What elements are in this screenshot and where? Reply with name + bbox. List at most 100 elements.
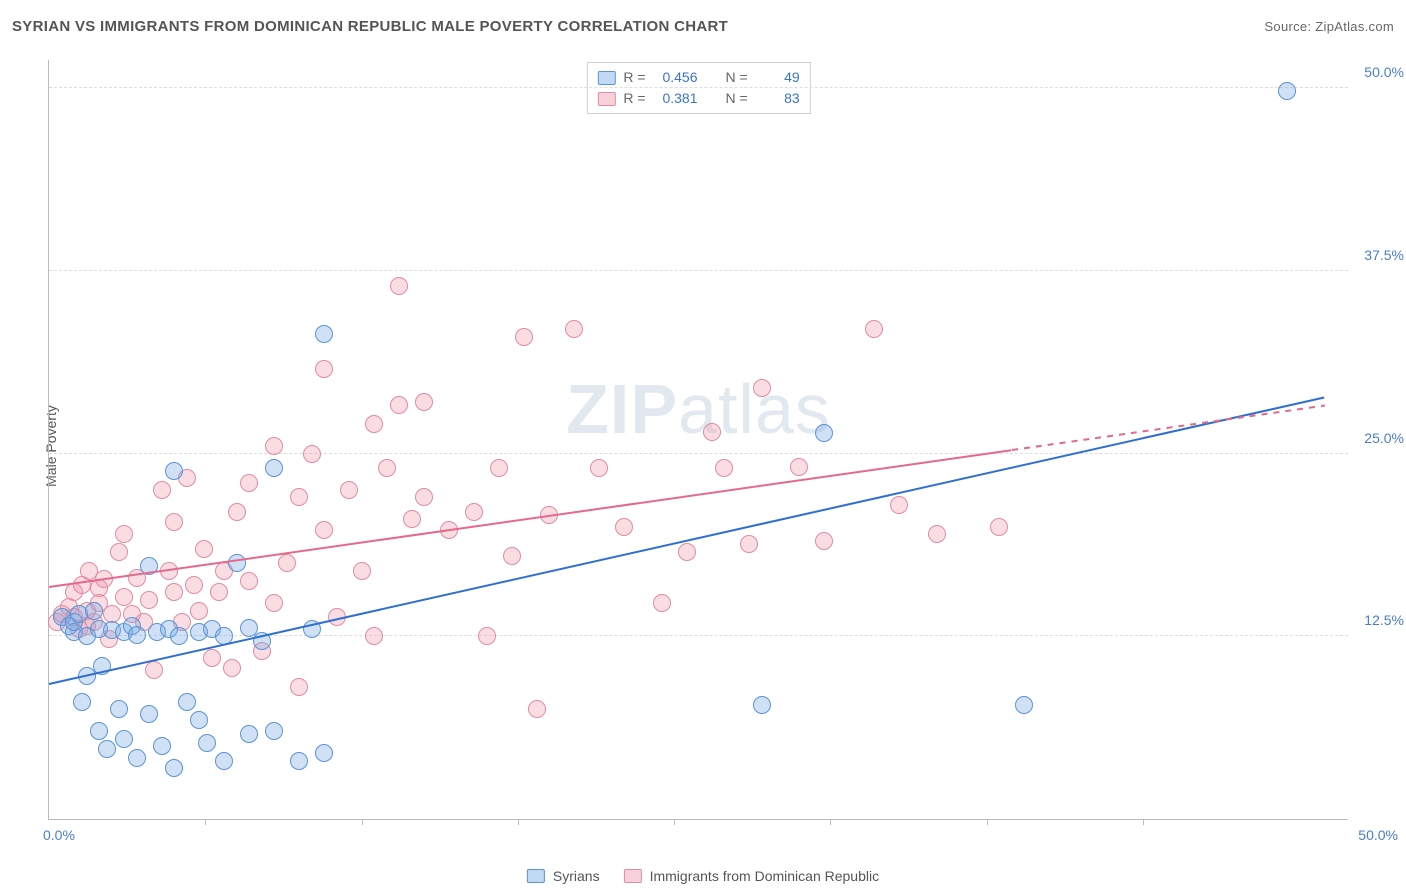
data-point (290, 678, 308, 696)
data-point (790, 458, 808, 476)
data-point (73, 693, 91, 711)
data-point (390, 277, 408, 295)
legend-item: Immigrants from Dominican Republic (624, 868, 880, 884)
data-point (185, 576, 203, 594)
data-point (170, 627, 188, 645)
chart-container: SYRIAN VS IMMIGRANTS FROM DOMINICAN REPU… (0, 0, 1406, 892)
data-point (215, 752, 233, 770)
stat-legend-row: R =0.381N =83 (597, 88, 799, 109)
regression-line (49, 396, 1324, 684)
data-point (128, 626, 146, 644)
x-minor-tick (205, 819, 206, 825)
data-point (565, 320, 583, 338)
data-point (390, 396, 408, 414)
data-point (165, 513, 183, 531)
data-point (265, 722, 283, 740)
data-point (98, 740, 116, 758)
data-point (198, 734, 216, 752)
data-point (315, 325, 333, 343)
data-point (115, 730, 133, 748)
data-point (678, 543, 696, 561)
data-point (240, 474, 258, 492)
data-point (210, 583, 228, 601)
data-point (145, 661, 163, 679)
data-point (815, 532, 833, 550)
data-point (153, 481, 171, 499)
x-minor-tick (674, 819, 675, 825)
stat-legend-row: R =0.456N =49 (597, 67, 799, 88)
data-point (203, 649, 221, 667)
data-point (265, 437, 283, 455)
data-point (178, 693, 196, 711)
data-point (140, 591, 158, 609)
data-point (653, 594, 671, 612)
x-tick-label: 0.0% (43, 827, 75, 843)
data-point (315, 521, 333, 539)
data-point (415, 393, 433, 411)
data-point (195, 540, 213, 558)
data-point (110, 700, 128, 718)
gridline (49, 453, 1348, 454)
data-point (515, 328, 533, 346)
data-point (228, 554, 246, 572)
data-point (740, 535, 758, 553)
legend-swatch (624, 869, 642, 883)
n-value: 83 (756, 88, 800, 109)
r-label: R = (623, 88, 645, 109)
data-point (753, 696, 771, 714)
data-point (340, 481, 358, 499)
data-point (928, 525, 946, 543)
x-minor-tick (987, 819, 988, 825)
data-point (128, 749, 146, 767)
data-point (303, 445, 321, 463)
data-point (223, 659, 241, 677)
y-tick-label: 50.0% (1364, 64, 1404, 80)
data-point (865, 320, 883, 338)
data-point (240, 725, 258, 743)
data-point (240, 572, 258, 590)
data-point (715, 459, 733, 477)
data-point (90, 722, 108, 740)
data-point (1278, 82, 1296, 100)
legend-label: Syrians (553, 868, 600, 884)
data-point (85, 602, 103, 620)
data-point (465, 503, 483, 521)
legend-label: Immigrants from Dominican Republic (650, 868, 880, 884)
data-point (190, 711, 208, 729)
data-point (365, 415, 383, 433)
x-minor-tick (1143, 819, 1144, 825)
data-point (378, 459, 396, 477)
data-point (590, 459, 608, 477)
data-point (890, 496, 908, 514)
data-point (165, 759, 183, 777)
n-label: N = (726, 88, 748, 109)
data-point (615, 518, 633, 536)
data-point (353, 562, 371, 580)
r-label: R = (623, 67, 645, 88)
r-value: 0.456 (654, 67, 698, 88)
data-point (1015, 696, 1033, 714)
data-point (140, 705, 158, 723)
data-point (110, 543, 128, 561)
data-point (190, 602, 208, 620)
data-point (990, 518, 1008, 536)
y-tick-label: 12.5% (1364, 612, 1404, 628)
legend-item: Syrians (527, 868, 600, 884)
legend-swatch (527, 869, 545, 883)
data-point (528, 700, 546, 718)
x-minor-tick (518, 819, 519, 825)
data-point (315, 360, 333, 378)
data-point (815, 424, 833, 442)
data-point (315, 744, 333, 762)
data-point (490, 459, 508, 477)
plot-area: ZIPatlas R =0.456N =49R =0.381N =83 12.5… (48, 60, 1348, 820)
source-label: Source: ZipAtlas.com (1264, 19, 1394, 34)
data-point (753, 379, 771, 397)
x-minor-tick (362, 819, 363, 825)
data-point (703, 423, 721, 441)
data-point (403, 510, 421, 528)
regression-line (1011, 405, 1324, 451)
data-point (278, 554, 296, 572)
y-tick-label: 25.0% (1364, 430, 1404, 446)
n-value: 49 (756, 67, 800, 88)
